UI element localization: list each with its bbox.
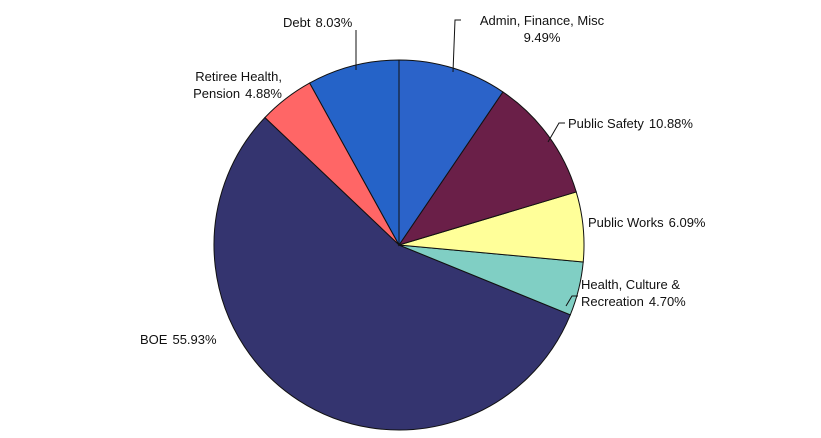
pie-slice [213,116,571,431]
value-label: 4.70% [648,294,686,309]
value-label: 8.03% [315,15,353,30]
leader-line [547,122,565,143]
category-label: Admin, Finance, Misc [479,13,605,28]
slice-label: Retiree Health, Pension 4.88% [165,68,282,102]
slice-label: Admin, Finance, Misc 9.49% [462,12,622,46]
slice-label: Public Safety 10.88% [568,115,768,132]
category-label: BOE [140,332,168,347]
slice-label: BOE 55.93% [140,331,340,348]
pie-slice [397,91,577,246]
slice-label: Debt 8.03% [283,14,433,31]
pie-slice [308,59,400,246]
category-label: Public Safety [568,116,644,131]
category-label: Retiree Health, Pension [193,69,282,101]
slice-label: Health, Culture & Recreation 4.70% [581,276,706,310]
leader-line [452,19,461,73]
leader-lines [355,19,578,307]
category-label: Health, Culture & Recreation [581,277,680,309]
category-label: Debt [283,15,311,30]
slice-label: Public Works 6.09% [588,214,788,231]
value-label: 10.88% [648,116,693,131]
value-label: 55.93% [172,332,217,347]
value-label: 6.09% [668,215,706,230]
category-label: Public Works [588,215,664,230]
value-label: 4.88% [245,86,282,101]
leader-line [565,295,578,307]
value-label: 9.49% [523,30,561,45]
